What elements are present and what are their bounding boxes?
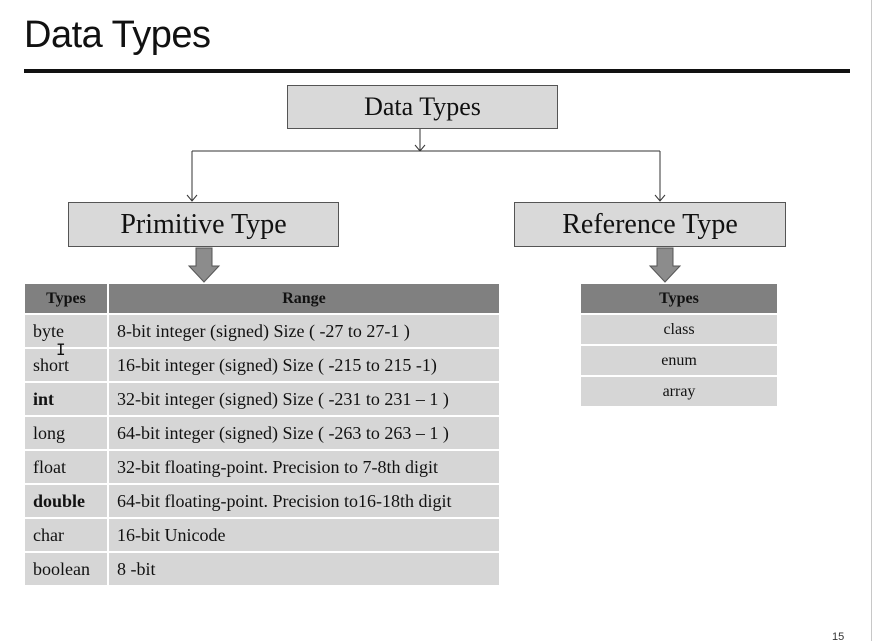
- range-header: Range: [109, 284, 499, 315]
- table-row: boolean 8 -bit: [25, 553, 499, 587]
- table-header-row: Types: [581, 284, 777, 315]
- table-row: class: [581, 315, 777, 346]
- reference-types-table: Types class enum array: [581, 284, 777, 408]
- type-cell: float: [25, 451, 109, 485]
- table-row: short 16-bit integer (signed) Size ( -21…: [25, 349, 499, 383]
- type-cell: byte: [25, 315, 109, 349]
- primitive-down-arrow: [187, 247, 221, 283]
- table-row: enum: [581, 346, 777, 377]
- table-row: int 32-bit integer (signed) Size ( -231 …: [25, 383, 499, 417]
- type-cell: double: [25, 485, 109, 519]
- range-cell: 64-bit floating-point. Precision to16-18…: [109, 485, 499, 519]
- range-cell: 16-bit Unicode: [109, 519, 499, 553]
- slide-edge: [871, 0, 872, 641]
- right-arrowhead: [654, 194, 666, 202]
- ref-type-cell: array: [581, 377, 777, 408]
- table-header-row: Types Range: [25, 284, 499, 315]
- ref-type-cell: class: [581, 315, 777, 346]
- type-cell: char: [25, 519, 109, 553]
- ref-type-cell: enum: [581, 346, 777, 377]
- table-row: double 64-bit floating-point. Precision …: [25, 485, 499, 519]
- range-cell: 8 -bit: [109, 553, 499, 587]
- type-cell: long: [25, 417, 109, 451]
- data-types-box: Data Types: [287, 85, 558, 129]
- ref-types-header: Types: [581, 284, 777, 315]
- page-number: 15: [832, 631, 845, 643]
- range-cell: 32-bit integer (signed) Size ( -231 to 2…: [109, 383, 499, 417]
- table-row: long 64-bit integer (signed) Size ( -263…: [25, 417, 499, 451]
- title-underline: [24, 69, 850, 73]
- primitive-type-box: Primitive Type: [68, 202, 339, 247]
- range-cell: 8-bit integer (signed) Size ( -27 to 27-…: [109, 315, 499, 349]
- reference-type-box: Reference Type: [514, 202, 786, 247]
- range-cell: 32-bit floating-point. Precision to 7-8t…: [109, 451, 499, 485]
- reference-down-arrow: [648, 247, 682, 283]
- range-cell: 16-bit integer (signed) Size ( -215 to 2…: [109, 349, 499, 383]
- table-row: char 16-bit Unicode: [25, 519, 499, 553]
- table-row: float 32-bit floating-point. Precision t…: [25, 451, 499, 485]
- slide-title: Data Types: [24, 14, 211, 56]
- primitive-types-table: Types Range byte 8-bit integer (signed) …: [25, 284, 499, 587]
- table-row: array: [581, 377, 777, 408]
- type-cell: short: [25, 349, 109, 383]
- table-row: byte 8-bit integer (signed) Size ( -27 t…: [25, 315, 499, 349]
- text-cursor-icon: Ι: [56, 340, 66, 359]
- type-cell: int: [25, 383, 109, 417]
- types-header: Types: [25, 284, 109, 315]
- type-cell: boolean: [25, 553, 109, 587]
- left-arrowhead: [186, 194, 198, 202]
- range-cell: 64-bit integer (signed) Size ( -263 to 2…: [109, 417, 499, 451]
